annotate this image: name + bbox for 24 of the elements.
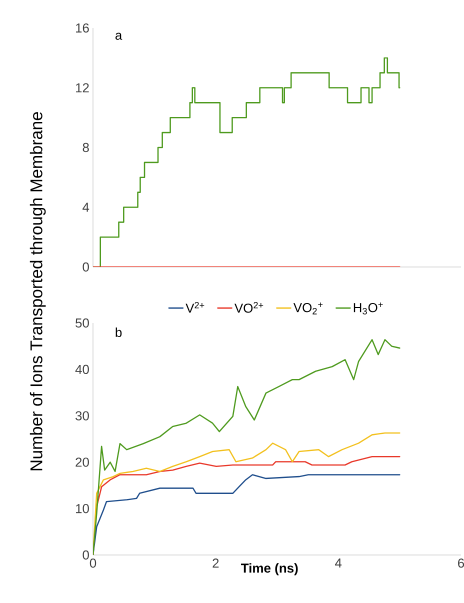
y-tick-label: 0 — [82, 550, 89, 560]
y-tick-label: 4 — [82, 202, 90, 212]
legend-label: H$_{3}$O$^{+}$ — [354, 302, 383, 314]
x-tick-label: 0 — [90, 558, 96, 568]
y-tick-label: 12 — [76, 83, 89, 92]
y-tick-label: 20 — [76, 458, 89, 467]
line-series — [93, 339, 400, 555]
x-tick-label: 4 — [335, 558, 342, 568]
legend-label: VO$^{2+}$ — [234, 302, 264, 313]
y-tick-label: 10 — [76, 504, 89, 514]
y-axis-title: Number of Ions Transported through Membrane — [30, 112, 46, 470]
chart-title: a — [115, 32, 122, 40]
legend-label: V$^{2+}$ — [186, 302, 204, 313]
y-tick-label: 40 — [75, 364, 89, 374]
y-tick-label: 16 — [76, 23, 89, 33]
x-tick-label: 2 — [212, 558, 219, 568]
chart-title: b — [116, 327, 122, 338]
legend-label: VO$_{2}$+ — [293, 302, 323, 314]
y-tick-label: 8 — [82, 142, 89, 152]
x-tick-label: 6 — [458, 558, 464, 568]
y-tick-label: 30 — [76, 411, 89, 420]
y-tick-label: 50 — [76, 318, 89, 328]
x-axis-title: Time (ns) — [241, 563, 298, 576]
y-tick-label: 0 — [82, 262, 89, 272]
